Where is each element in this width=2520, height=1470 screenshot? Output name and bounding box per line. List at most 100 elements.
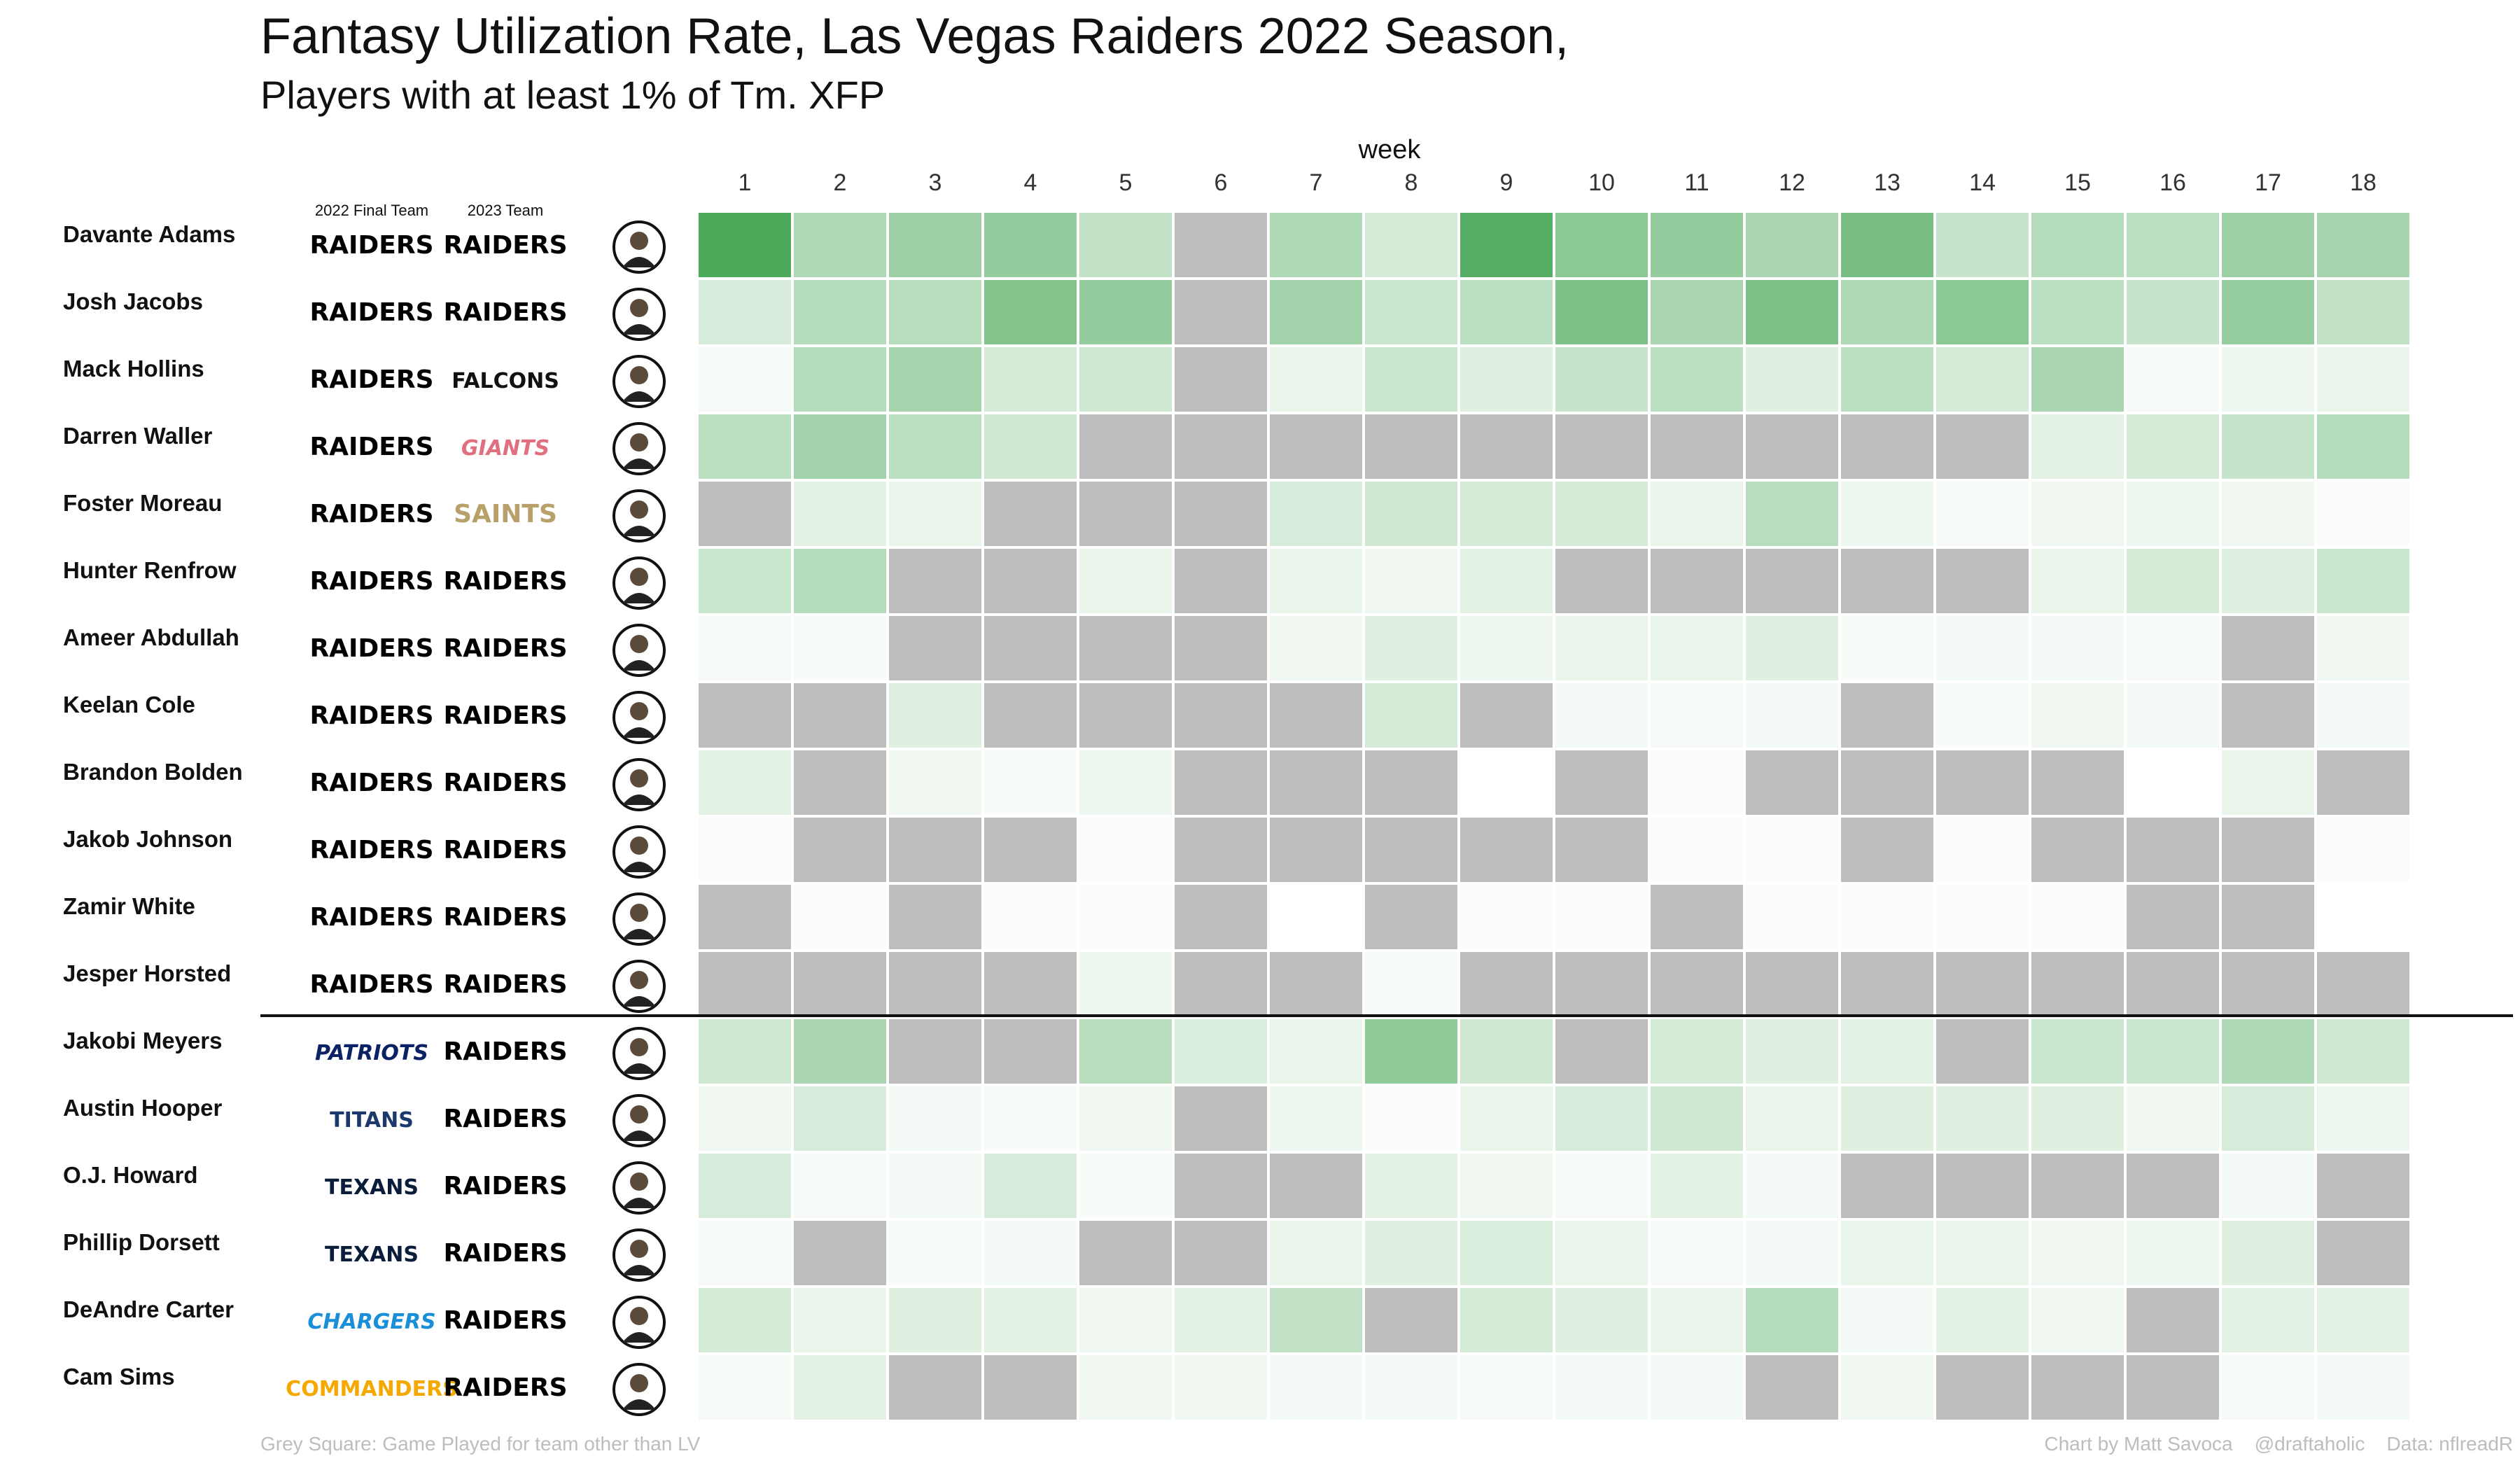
player-name: Jakobi Meyers [63,1028,222,1054]
heatmap-cell [1269,1220,1363,1286]
heatmap-cell-other-team [793,951,887,1017]
heatmap-cell [1555,1086,1648,1152]
heatmap-cell-other-team [1745,1354,1839,1420]
heatmap-cell [1079,548,1172,614]
heatmap-cell [2221,346,2315,412]
heatmap-cell-other-team [1174,1220,1268,1286]
heatmap-cell [793,615,887,681]
avatar-head-icon [630,568,648,586]
avatar-body-icon [622,1063,656,1074]
week-tick-label: 17 [2255,169,2281,196]
heatmap-cell [1650,279,1744,345]
player-row: Jakobi Meyers PATRIOTS RAIDERS [63,1018,2410,1084]
player-row: Josh Jacobs RAIDERS RAIDERS [63,279,2410,345]
heatmap-cell-other-team [1174,884,1268,950]
avatar-head-icon [630,1307,648,1325]
player-avatar [612,624,666,677]
heatmap-cell [1745,481,1839,547]
heatmap-cell [1269,548,1363,614]
heatmap-cell [1460,1018,1553,1084]
heatmap-cell [983,750,1077,816]
column-header-2023-team: 2023 Team [468,202,543,219]
heatmap-cell-other-team [2221,682,2315,748]
heatmap-cell [2031,1220,2124,1286]
heatmap-cell [1840,481,1934,547]
heatmap-cell [2316,682,2410,748]
heatmap-cell [2316,1287,2410,1353]
heatmap-cell [793,1287,887,1353]
week-tick-label: 16 [2160,169,2186,196]
team-2022-label: RAIDERS [309,433,433,461]
team-2023-label: RAIDERS [443,903,567,932]
heatmap-cell [2126,1220,2220,1286]
heatmap-cell [1269,346,1363,412]
heatmap-cell-other-team [888,1018,982,1084]
avatar-head-icon [630,1240,648,1258]
heatmap-cell [1460,1287,1553,1353]
heatmap-cell [1935,1220,2029,1286]
heatmap-cell [1745,615,1839,681]
heatmap-cell-other-team [793,750,887,816]
heatmap-cell-other-team [888,951,982,1017]
heatmap-cell [1460,1153,1553,1219]
avatar-body-icon [622,391,656,402]
heatmap-cell [1650,615,1744,681]
heatmap-cell-other-team [1745,414,1839,479]
player-name: Darren Waller [63,423,213,449]
heatmap-cell [2126,548,2220,614]
team-2022-label: TITANS [330,1108,414,1133]
heatmap-cell [1555,1354,1648,1420]
heatmap-cell [698,548,792,614]
heatmap-cell [698,1220,792,1286]
heatmap-cell [2031,884,2124,950]
heatmap-cell-other-team [1364,817,1458,883]
heatmap-cell [1745,884,1839,950]
heatmap-cell-other-team [1555,817,1648,883]
heatmap-cell [2031,548,2124,614]
team-2023-label: RAIDERS [443,634,567,663]
heatmap-cell [1079,1086,1172,1152]
avatar-body-icon [622,862,656,872]
team-2023-label: RAIDERS [443,1172,567,1200]
team-2023-label: RAIDERS [443,1373,567,1402]
team-2022-label: RAIDERS [309,701,433,730]
team-2022-label: RAIDERS [309,365,433,394]
heatmap-cell [888,414,982,479]
column-header-2022-team: 2022 Final Team [315,202,428,219]
heatmap-cell [2031,1287,2124,1353]
player-row: Austin Hooper TITANS RAIDERS [63,1086,2410,1152]
player-row: Hunter Renfrow RAIDERS RAIDERS [63,548,2410,614]
heatmap-cell [698,1153,792,1219]
heatmap-cell [1364,212,1458,278]
avatar-body-icon [622,1399,656,1410]
heatmap-cell-other-team [1174,951,1268,1017]
heatmap-cell [2316,1086,2410,1152]
team-2023-label: GIANTS [461,436,550,461]
heatmap-cell-other-team [1174,481,1268,547]
heatmap-cell [1650,1153,1744,1219]
team-2023-label: RAIDERS [443,701,567,730]
heatmap-cell [1079,951,1172,1017]
heatmap-cell [793,1086,887,1152]
heatmap-cell-other-team [1269,682,1363,748]
heatmap-cell-other-team [1269,750,1363,816]
player-avatar [612,1094,666,1147]
heatmap-cell-other-team [983,951,1077,1017]
heatmap-cell [888,212,982,278]
avatar-body-icon [622,929,656,939]
player-name: O.J. Howard [63,1162,198,1188]
team-2022-label: RAIDERS [309,903,433,932]
heatmap-cell [2031,682,2124,748]
team-2022-label: COMMANDERS [286,1377,458,1401]
week-tick-labels: 1 2 3 4 5 6 7 8 9 10 11 12 13 14 15 16 17 18 [738,169,2376,196]
heatmap-cell [1460,1086,1553,1152]
heatmap-cell [1269,279,1363,345]
heatmap-cell [1364,682,1458,748]
avatar-head-icon [630,702,648,720]
heatmap-cell [1840,346,1934,412]
heatmap-cell-other-team [1935,750,2029,816]
heatmap-cell-other-team [2126,1354,2220,1420]
heatmap-cell [1460,1354,1553,1420]
heatmap-cell [793,1153,887,1219]
